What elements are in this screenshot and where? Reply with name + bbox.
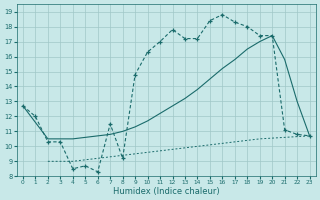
X-axis label: Humidex (Indice chaleur): Humidex (Indice chaleur) (113, 187, 220, 196)
